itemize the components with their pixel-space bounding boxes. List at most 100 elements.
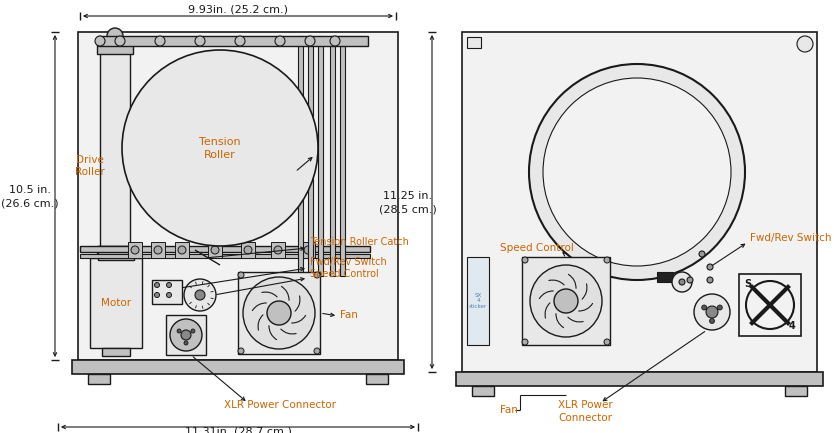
Bar bbox=[467, 37, 481, 48]
Circle shape bbox=[530, 265, 602, 337]
Circle shape bbox=[304, 246, 312, 254]
Text: SX
4
sticker: SX 4 sticker bbox=[469, 293, 487, 309]
Text: Speed Control: Speed Control bbox=[500, 243, 574, 253]
Text: 9.93in. (25.2 cm.): 9.93in. (25.2 cm.) bbox=[188, 4, 288, 14]
Circle shape bbox=[184, 279, 216, 311]
Bar bbox=[152, 280, 182, 304]
Circle shape bbox=[694, 294, 730, 330]
Bar bbox=[102, 348, 130, 356]
Circle shape bbox=[107, 28, 123, 44]
Bar bbox=[90, 258, 142, 348]
Circle shape bbox=[797, 36, 813, 52]
Text: Fwd/Rev Switch: Fwd/Rev Switch bbox=[750, 233, 831, 243]
Bar bbox=[456, 372, 823, 386]
Bar bbox=[208, 242, 222, 258]
Circle shape bbox=[314, 272, 320, 278]
Circle shape bbox=[305, 36, 315, 46]
Circle shape bbox=[177, 329, 181, 333]
Circle shape bbox=[710, 319, 715, 323]
Text: 4: 4 bbox=[789, 321, 796, 331]
Circle shape bbox=[154, 246, 162, 254]
Circle shape bbox=[170, 319, 202, 351]
Circle shape bbox=[707, 264, 713, 270]
Bar bbox=[657, 272, 673, 282]
Bar bbox=[100, 50, 130, 250]
Bar bbox=[340, 36, 345, 276]
Text: (26.6 cm.): (26.6 cm.) bbox=[1, 199, 59, 209]
Bar bbox=[97, 44, 133, 54]
Circle shape bbox=[267, 301, 291, 325]
Circle shape bbox=[522, 257, 528, 263]
Circle shape bbox=[543, 78, 731, 266]
Bar bbox=[241, 242, 255, 258]
Circle shape bbox=[154, 293, 159, 297]
Circle shape bbox=[314, 348, 320, 354]
Circle shape bbox=[154, 282, 159, 288]
Bar bbox=[318, 36, 323, 276]
Circle shape bbox=[167, 293, 172, 297]
Circle shape bbox=[699, 251, 705, 257]
Text: S: S bbox=[745, 279, 751, 289]
Circle shape bbox=[244, 246, 252, 254]
Circle shape bbox=[238, 272, 244, 278]
Bar bbox=[80, 254, 370, 258]
Bar bbox=[308, 36, 313, 276]
Circle shape bbox=[155, 36, 165, 46]
Circle shape bbox=[115, 36, 125, 46]
Bar bbox=[330, 36, 335, 276]
Circle shape bbox=[178, 246, 186, 254]
Text: Motor: Motor bbox=[101, 298, 131, 308]
Bar bbox=[301, 242, 315, 258]
Bar bbox=[151, 242, 165, 258]
Text: XLR Power Connector: XLR Power Connector bbox=[224, 400, 336, 410]
Bar bbox=[472, 386, 494, 396]
Bar bbox=[80, 246, 370, 252]
Circle shape bbox=[522, 339, 528, 345]
Text: Tension Roller Catch: Tension Roller Catch bbox=[310, 237, 409, 247]
Bar bbox=[238, 272, 320, 354]
Bar bbox=[72, 360, 404, 374]
Bar bbox=[366, 374, 388, 384]
Circle shape bbox=[211, 246, 219, 254]
Circle shape bbox=[274, 246, 282, 254]
Circle shape bbox=[95, 36, 105, 46]
Circle shape bbox=[707, 277, 713, 283]
Circle shape bbox=[191, 329, 195, 333]
Circle shape bbox=[238, 348, 244, 354]
Bar bbox=[467, 257, 489, 345]
Text: Connector: Connector bbox=[558, 413, 612, 423]
Text: Fwd/Rev Switch: Fwd/Rev Switch bbox=[310, 257, 387, 267]
Circle shape bbox=[604, 257, 610, 263]
Circle shape bbox=[687, 277, 693, 283]
Text: Roller: Roller bbox=[204, 150, 236, 160]
Circle shape bbox=[235, 36, 245, 46]
Circle shape bbox=[243, 277, 315, 349]
Bar bbox=[98, 246, 134, 260]
Bar bbox=[462, 32, 817, 372]
Circle shape bbox=[122, 50, 318, 246]
Text: Fan: Fan bbox=[340, 310, 358, 320]
Circle shape bbox=[184, 341, 188, 345]
Circle shape bbox=[195, 36, 205, 46]
Circle shape bbox=[717, 305, 722, 310]
Text: Tension: Tension bbox=[199, 137, 241, 147]
Circle shape bbox=[181, 330, 191, 340]
Circle shape bbox=[529, 64, 745, 280]
Circle shape bbox=[604, 339, 610, 345]
Text: Fan: Fan bbox=[500, 405, 518, 415]
Circle shape bbox=[330, 36, 340, 46]
Circle shape bbox=[195, 290, 205, 300]
Bar bbox=[298, 36, 303, 276]
Text: Drive: Drive bbox=[76, 155, 104, 165]
Circle shape bbox=[131, 246, 139, 254]
Bar bbox=[88, 374, 110, 384]
Text: 10.5 in.: 10.5 in. bbox=[9, 185, 51, 195]
Text: Speed Control: Speed Control bbox=[310, 269, 379, 279]
Bar bbox=[128, 242, 142, 258]
Circle shape bbox=[706, 306, 718, 318]
Bar bbox=[785, 386, 807, 396]
Bar bbox=[78, 32, 398, 360]
Bar bbox=[522, 257, 610, 345]
Bar bbox=[166, 315, 206, 355]
Text: XLR Power: XLR Power bbox=[558, 400, 613, 410]
